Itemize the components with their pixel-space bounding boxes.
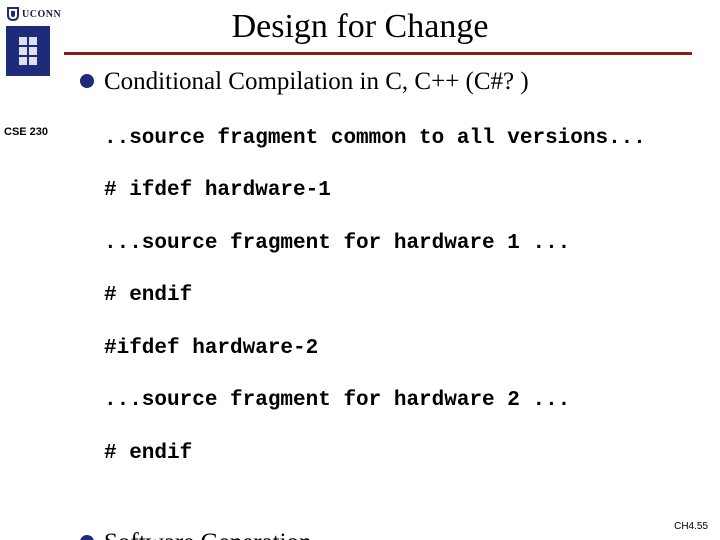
slide-title: Design for Change [0, 8, 720, 46]
code-line: ..source fragment common to all versions… [104, 126, 700, 152]
code-line: ...source fragment for hardware 1 ... [104, 231, 700, 257]
code-line: ...source fragment for hardware 2 ... [104, 388, 700, 414]
code-block: ..source fragment common to all versions… [104, 99, 700, 519]
code-line: # endif [104, 283, 700, 309]
bullet-marker-icon [80, 535, 94, 540]
bullet-text: Software Generation [104, 527, 312, 540]
bullet-item: Conditional Compilation in C, C++ (C#? ) [80, 66, 700, 97]
bullet-item: Software Generation [80, 527, 700, 540]
course-code: CSE 230 [4, 126, 48, 138]
code-line: #ifdef hardware-2 [104, 336, 700, 362]
title-underline [64, 52, 692, 55]
slide: UCONN CSE 230 Design for Change Conditio… [0, 0, 720, 540]
slide-footer: CH4.55 [674, 521, 708, 532]
bullet-marker-icon [80, 74, 94, 88]
code-line: # ifdef hardware-1 [104, 178, 700, 204]
slide-content: Conditional Compilation in C, C++ (C#? )… [80, 66, 700, 540]
code-line: # endif [104, 441, 700, 467]
bullet-text: Conditional Compilation in C, C++ (C#? ) [104, 66, 529, 97]
